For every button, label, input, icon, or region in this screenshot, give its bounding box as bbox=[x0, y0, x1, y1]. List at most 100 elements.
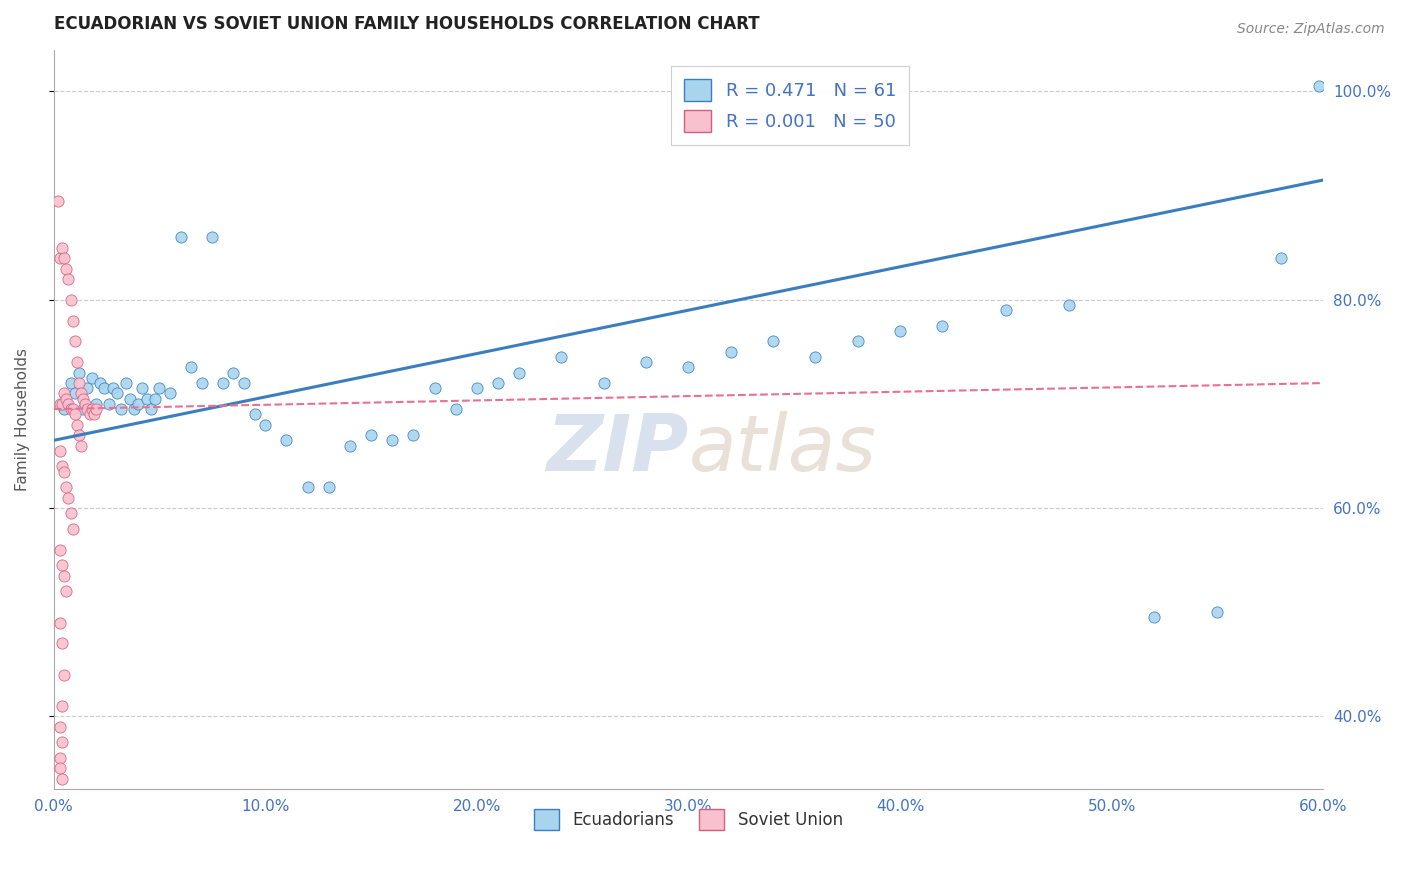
Point bbox=[122, 402, 145, 417]
Point bbox=[101, 381, 124, 395]
Point bbox=[49, 443, 72, 458]
Point bbox=[55, 261, 77, 276]
Point bbox=[58, 491, 80, 505]
Point bbox=[402, 428, 425, 442]
Point bbox=[63, 334, 86, 349]
Point bbox=[339, 439, 361, 453]
Point bbox=[550, 350, 572, 364]
Point bbox=[486, 376, 509, 390]
Point bbox=[53, 251, 76, 265]
Point bbox=[465, 381, 488, 395]
Point bbox=[66, 417, 89, 432]
Point bbox=[49, 615, 72, 630]
Point bbox=[889, 324, 911, 338]
Point bbox=[148, 381, 170, 395]
Point bbox=[72, 402, 94, 417]
Point bbox=[49, 542, 72, 557]
Point bbox=[1270, 251, 1292, 265]
Point bbox=[62, 522, 84, 536]
Point bbox=[70, 386, 93, 401]
Point bbox=[51, 772, 73, 786]
Point bbox=[360, 428, 382, 442]
Point bbox=[51, 735, 73, 749]
Point bbox=[51, 241, 73, 255]
Point bbox=[762, 334, 785, 349]
Point bbox=[114, 376, 136, 390]
Point bbox=[201, 230, 224, 244]
Text: ECUADORIAN VS SOVIET UNION FAMILY HOUSEHOLDS CORRELATION CHART: ECUADORIAN VS SOVIET UNION FAMILY HOUSEH… bbox=[53, 15, 759, 33]
Point bbox=[51, 397, 73, 411]
Point bbox=[75, 397, 97, 411]
Point bbox=[297, 480, 319, 494]
Point bbox=[212, 376, 235, 390]
Point bbox=[169, 230, 191, 244]
Point bbox=[80, 402, 103, 417]
Point bbox=[67, 376, 90, 390]
Point bbox=[97, 397, 120, 411]
Point bbox=[89, 376, 111, 390]
Point bbox=[53, 568, 76, 582]
Point bbox=[1059, 298, 1081, 312]
Point bbox=[678, 360, 700, 375]
Point bbox=[131, 381, 153, 395]
Point bbox=[55, 584, 77, 599]
Point bbox=[233, 376, 256, 390]
Point bbox=[76, 402, 98, 417]
Point bbox=[58, 397, 80, 411]
Point bbox=[318, 480, 340, 494]
Point bbox=[51, 558, 73, 573]
Point bbox=[222, 366, 245, 380]
Point bbox=[67, 428, 90, 442]
Point bbox=[127, 397, 149, 411]
Point bbox=[49, 751, 72, 765]
Point bbox=[53, 465, 76, 479]
Point bbox=[49, 251, 72, 265]
Point bbox=[49, 720, 72, 734]
Point bbox=[846, 334, 869, 349]
Point bbox=[83, 407, 105, 421]
Point bbox=[243, 407, 266, 421]
Point bbox=[139, 402, 162, 417]
Text: atlas: atlas bbox=[689, 411, 876, 487]
Point bbox=[592, 376, 614, 390]
Point bbox=[51, 698, 73, 713]
Point bbox=[508, 366, 530, 380]
Text: Source: ZipAtlas.com: Source: ZipAtlas.com bbox=[1237, 22, 1385, 37]
Point bbox=[53, 402, 76, 417]
Point bbox=[66, 355, 89, 369]
Point bbox=[76, 381, 98, 395]
Point bbox=[59, 376, 82, 390]
Point bbox=[84, 402, 107, 417]
Point bbox=[1143, 610, 1166, 624]
Y-axis label: Family Households: Family Households bbox=[15, 348, 30, 491]
Point bbox=[84, 397, 107, 411]
Point bbox=[254, 417, 277, 432]
Point bbox=[55, 480, 77, 494]
Point bbox=[79, 407, 101, 421]
Point bbox=[994, 303, 1017, 318]
Point bbox=[93, 381, 115, 395]
Point bbox=[143, 392, 166, 406]
Point bbox=[62, 402, 84, 417]
Point bbox=[62, 313, 84, 327]
Point bbox=[110, 402, 132, 417]
Point bbox=[51, 459, 73, 474]
Point bbox=[63, 407, 86, 421]
Point bbox=[1308, 79, 1330, 94]
Point bbox=[931, 318, 953, 333]
Point bbox=[423, 381, 446, 395]
Point bbox=[105, 386, 128, 401]
Point bbox=[59, 506, 82, 520]
Point bbox=[58, 272, 80, 286]
Point bbox=[720, 344, 742, 359]
Point bbox=[135, 392, 157, 406]
Point bbox=[59, 402, 82, 417]
Point bbox=[46, 194, 69, 208]
Point bbox=[59, 293, 82, 307]
Point bbox=[276, 434, 298, 448]
Point bbox=[53, 386, 76, 401]
Point bbox=[118, 392, 141, 406]
Point bbox=[80, 371, 103, 385]
Point bbox=[51, 636, 73, 650]
Point bbox=[49, 761, 72, 775]
